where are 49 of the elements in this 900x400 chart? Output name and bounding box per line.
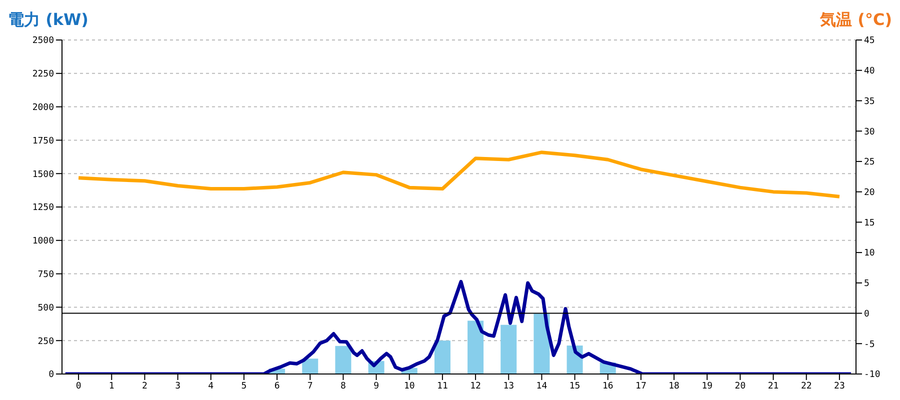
x-tick-label: 12 [470, 381, 481, 392]
x-tick-label: 0 [76, 381, 82, 392]
y2-tick-label: 20 [864, 188, 875, 198]
y2-tick-label: 5 [864, 279, 870, 290]
y-tick-label: 2250 [32, 70, 54, 80]
x-tick-label: 10 [404, 381, 415, 392]
y2-tick-label: 30 [864, 127, 875, 138]
y-tick-label: 1750 [32, 136, 54, 146]
y2-tick-label: -10 [864, 370, 880, 380]
x-tick-label: 6 [274, 381, 280, 392]
y-tick-label: 1250 [32, 203, 54, 214]
y2-tick-label: 0 [864, 309, 870, 320]
x-tick-label: 2 [142, 381, 148, 392]
y2-tick-label: 25 [864, 158, 875, 168]
x-tick-label: 7 [307, 381, 313, 392]
y2-tick-label: 10 [864, 248, 875, 259]
y2-tick-label: -5 [864, 340, 875, 350]
y-tick-label: 1000 [32, 236, 54, 247]
x-tick-label: 3 [175, 381, 181, 392]
x-tick-label: 15 [569, 381, 580, 392]
x-tick-label: 5 [241, 381, 247, 392]
x-tick-label: 18 [668, 381, 680, 392]
y2-tick-label: 45 [864, 36, 875, 46]
y-tick-label: 250 [38, 336, 54, 347]
x-tick-label: 4 [208, 381, 214, 392]
y-tick-label: 750 [38, 270, 54, 280]
x-tick-label: 20 [734, 381, 746, 392]
y-tick-label: 0 [48, 370, 54, 380]
x-tick-label: 16 [602, 381, 614, 392]
y2-tick-label: 40 [864, 66, 875, 77]
x-tick-label: 11 [437, 381, 448, 392]
y-tick-label: 500 [38, 303, 54, 314]
x-tick-label: 8 [340, 381, 346, 392]
y-tick-label: 2500 [32, 36, 54, 46]
x-tick-label: 21 [768, 381, 779, 392]
x-tick-label: 19 [702, 381, 713, 392]
x-tick-label: 1 [108, 381, 114, 392]
x-tick-label: 17 [636, 381, 646, 392]
y-axis-title: 電力 (kW) [8, 10, 88, 31]
x-tick-label: 9 [374, 381, 380, 392]
y-tick-label: 2000 [32, 102, 54, 113]
x-tick-label: 13 [503, 381, 514, 392]
y2-tick-label: 15 [864, 218, 875, 228]
y2-tick-label: 35 [864, 96, 875, 107]
x-tick-label: 14 [536, 381, 548, 392]
y2-axis-title: 気温 (°C) [820, 10, 892, 31]
x-tick-label: 23 [834, 381, 845, 392]
y-tick-label: 1500 [32, 170, 54, 180]
x-tick-label: 22 [800, 381, 812, 392]
